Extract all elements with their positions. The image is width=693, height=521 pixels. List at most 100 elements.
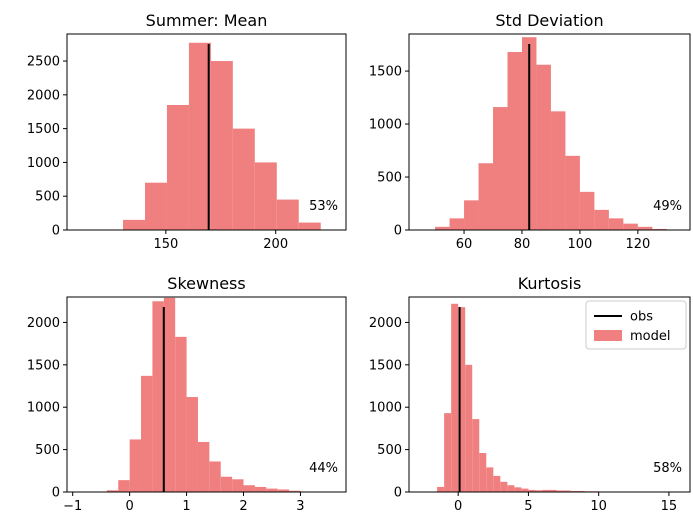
xtick-label-skewness: 0: [125, 499, 133, 514]
bar-kurtosis-1: [444, 413, 452, 492]
bar-skewness-7: [186, 397, 198, 492]
bar-skewness-12: [243, 485, 255, 492]
ytick-label-std-deviation: 0: [394, 224, 402, 239]
xtick-label-skewness: −1: [63, 499, 82, 514]
bar-kurtosis-9: [500, 481, 508, 492]
bar-skewness-6: [175, 336, 187, 492]
bar-mean-1: [123, 219, 145, 230]
bar-skewness-5: [163, 297, 176, 492]
bar-mean-3: [166, 104, 189, 230]
bar-kurtosis-0: [437, 486, 445, 492]
bar-mean-2: [144, 182, 167, 230]
bar-kurtosis-2: [451, 303, 459, 492]
xtick-label-std-deviation: 60: [456, 237, 473, 252]
ytick-label-skewness: 2000: [27, 316, 60, 331]
bars-std-deviation: [435, 37, 667, 230]
panel-std-deviation: Std Deviation 0 500 1000 1500 60 80 100 120 49%: [369, 11, 691, 252]
percent-annotation-mean: 53%: [309, 199, 338, 214]
bar-mean-5: [210, 61, 233, 230]
bar-skewness-13: [254, 486, 267, 492]
bar-skewness-10: [220, 476, 233, 492]
bar-std-deviation-4: [493, 107, 508, 230]
xtick-label-kurtosis: 10: [590, 499, 607, 514]
ytick-label-skewness: 1500: [27, 358, 60, 373]
legend-model-swatch: [594, 330, 622, 341]
percent-annotation-kurtosis: 58%: [653, 461, 682, 476]
xtick-label-skewness: 1: [182, 499, 190, 514]
xtick-label-kurtosis: 5: [524, 499, 532, 514]
bars-skewness: [106, 297, 312, 492]
bar-kurtosis-12: [521, 488, 529, 492]
bar-mean-8: [276, 199, 299, 230]
bar-std-deviation-3: [478, 163, 494, 230]
bar-std-deviation-15: [652, 228, 667, 230]
xtick-label-skewness: 3: [296, 499, 304, 514]
xtick-label-std-deviation: 100: [568, 237, 593, 252]
ytick-label-std-deviation: 500: [377, 171, 402, 186]
axes-frame-kurtosis: [408, 296, 691, 493]
bar-mean-4: [188, 42, 211, 230]
title-kurtosis: Kurtosis: [518, 274, 582, 293]
ytick-label-kurtosis: 0: [394, 486, 402, 501]
bar-skewness-8: [197, 441, 210, 492]
ytick-label-mean: 2500: [27, 55, 60, 70]
bar-kurtosis-15: [542, 489, 557, 492]
bar-std-deviation-10: [579, 191, 595, 230]
legend-obs-label: obs: [630, 310, 653, 325]
bar-std-deviation-13: [623, 223, 638, 230]
ytick-label-mean: 1500: [27, 122, 60, 137]
xtick-label-mean: 150: [153, 237, 178, 252]
bar-skewness-11: [232, 479, 244, 492]
bar-kurtosis-13: [528, 489, 536, 492]
bar-kurtosis-7: [486, 467, 494, 492]
axes-frame-mean: [66, 33, 347, 231]
ytick-label-std-deviation: 1500: [369, 65, 402, 80]
bar-skewness-2: [129, 439, 142, 492]
bar-std-deviation-5: [507, 52, 522, 230]
bar-kurtosis-8: [493, 475, 501, 492]
bar-kurtosis-4: [465, 364, 473, 492]
ytick-label-skewness: 500: [35, 443, 60, 458]
bar-kurtosis-10: [507, 485, 515, 492]
xtick-label-skewness: 2: [239, 499, 247, 514]
bar-std-deviation-8: [550, 111, 566, 230]
xtick-label-std-deviation: 120: [625, 237, 650, 252]
panel-kurtosis: Kurtosis 0 500 1000 1500 2000 0 5 10 15 58% obs mode…: [369, 274, 691, 514]
bar-kurtosis-16: [556, 490, 571, 492]
bar-std-deviation-14: [637, 226, 653, 230]
bar-mean-7: [254, 162, 277, 230]
bar-skewness-0: [106, 490, 119, 492]
bar-mean-9: [298, 222, 321, 230]
ytick-label-kurtosis: 500: [377, 443, 402, 458]
bar-skewness-14: [266, 488, 278, 492]
bar-skewness-15: [277, 489, 290, 492]
bar-kurtosis-11: [514, 487, 522, 492]
ytick-label-mean: 0: [52, 224, 60, 239]
ytick-label-skewness: 1000: [27, 401, 60, 416]
bar-skewness-16: [289, 490, 301, 492]
ytick-label-mean: 2000: [27, 88, 60, 103]
panel-mean: Summer: Mean 0 500 1000 1500 2000 2500 150 200 53…: [27, 11, 347, 252]
title-std-deviation: Std Deviation: [495, 11, 603, 30]
ytick-label-kurtosis: 1000: [369, 401, 402, 416]
ytick-label-skewness: 0: [52, 486, 60, 501]
bar-std-deviation-9: [565, 155, 580, 230]
bar-kurtosis-6: [479, 453, 487, 492]
title-skewness: Skewness: [167, 274, 245, 293]
bar-kurtosis-5: [472, 419, 480, 492]
bar-kurtosis-14: [535, 490, 543, 492]
axes-frame-std-deviation: [408, 33, 691, 231]
ytick-label-mean: 1000: [27, 156, 60, 171]
ytick-label-mean: 500: [35, 190, 60, 205]
bar-kurtosis-17: [570, 490, 585, 492]
bar-skewness-3: [141, 375, 153, 492]
percent-annotation-skewness: 44%: [309, 461, 338, 476]
bar-std-deviation-2: [464, 200, 479, 230]
xtick-label-kurtosis: 0: [454, 499, 462, 514]
xtick-label-mean: 200: [263, 237, 288, 252]
bar-std-deviation-7: [536, 64, 551, 230]
xtick-label-std-deviation: 80: [514, 237, 531, 252]
xtick-label-kurtosis: 15: [661, 499, 678, 514]
